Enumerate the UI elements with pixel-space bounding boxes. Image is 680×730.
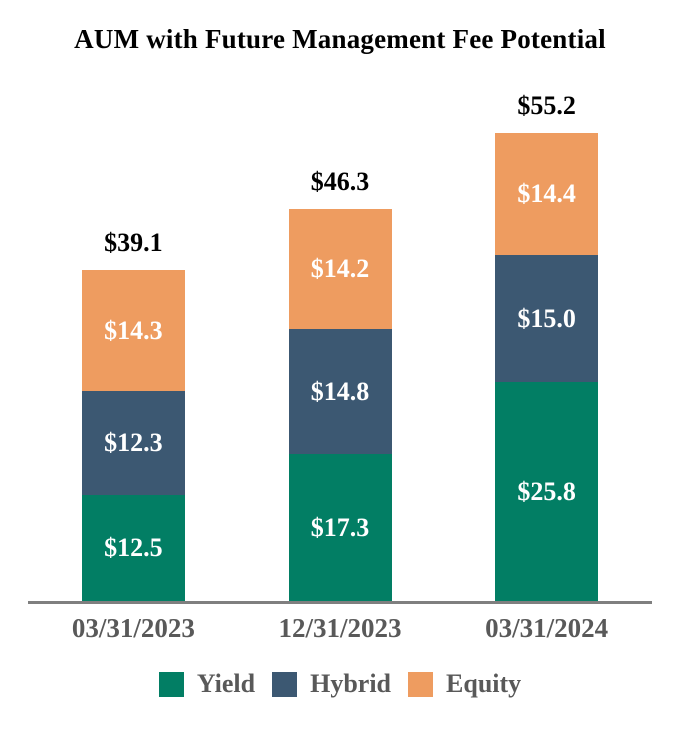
segment-label: $12.3	[104, 428, 163, 457]
legend-item-yield: Yield	[158, 669, 256, 699]
total-label: $55.2	[517, 90, 576, 120]
segment-label: $14.4	[517, 179, 576, 208]
legend: Yield Hybrid Equity	[0, 669, 680, 699]
segment-label: $15.0	[517, 303, 576, 333]
bar-segment-equity: $14.4	[495, 133, 599, 255]
plot-area: $39.1 $14.3 $12.3 $12.5 $46.3 $14.2 $14.8 $17.3…	[30, 0, 650, 601]
x-axis-label: 03/31/2023	[71, 613, 195, 643]
x-axis-labels: 03/31/2023 12/31/2023 03/31/2024	[30, 613, 650, 644]
x-axis-line	[28, 601, 652, 604]
legend-item-equity: Equity	[408, 669, 521, 699]
bar-segment-hybrid: $15.0	[495, 255, 599, 382]
segment-label: $14.8	[310, 376, 370, 406]
total-label: $46.3	[310, 166, 370, 196]
bar-segment-yield: $25.8	[495, 382, 599, 601]
total-label: $39.1	[104, 227, 163, 257]
legend-swatch-yield	[158, 671, 184, 697]
stacked-bar: $14.4 $15.0 $25.8	[495, 133, 599, 601]
bar-group: $55.2 $14.4 $15.0 $25.8	[443, 0, 650, 601]
legend-item-hybrid: Hybrid	[272, 669, 391, 699]
bar-segment-hybrid: $14.8	[288, 329, 392, 454]
legend-swatch-equity	[408, 671, 434, 697]
segment-label: $14.3	[104, 315, 163, 345]
bar-segment-equity: $14.2	[288, 209, 392, 329]
bar-segment-yield: $17.3	[288, 454, 392, 601]
segment-label: $12.5	[104, 533, 163, 562]
bar-segment-hybrid: $12.3	[81, 391, 185, 495]
bar-segment-yield: $12.5	[81, 495, 185, 601]
segment-label: $17.3	[310, 512, 370, 542]
chart-title: AUM with Future Management Fee Potential	[74, 24, 606, 54]
segment-label: $25.8	[517, 476, 576, 506]
x-axis-label: 03/31/2024	[485, 613, 609, 643]
segment-label: $14.2	[310, 254, 370, 283]
legend-label: Hybrid	[310, 669, 392, 698]
bar-group: $39.1 $14.3 $12.3 $12.5	[30, 0, 237, 601]
bar-group: $46.3 $14.2 $14.8 $17.3	[237, 0, 444, 601]
bar-segment-equity: $14.3	[81, 270, 185, 391]
stacked-bar: $14.2 $14.8 $17.3	[288, 209, 392, 601]
legend-label: Equity	[446, 669, 522, 698]
legend-label: Yield	[196, 669, 256, 698]
legend-swatch-hybrid	[272, 671, 298, 697]
x-axis-label: 12/31/2023	[278, 613, 402, 643]
stacked-bar: $14.3 $12.3 $12.5	[81, 270, 185, 601]
